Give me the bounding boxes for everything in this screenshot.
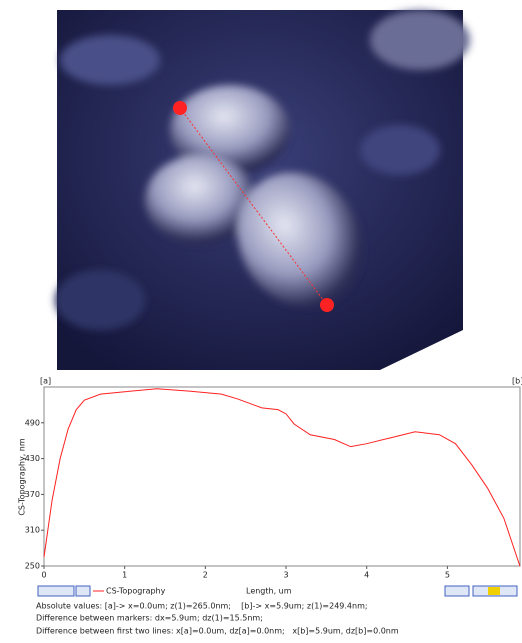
- y-axis-label: CS-Topography, nm: [18, 438, 27, 516]
- legend-label: CS-Topography: [106, 587, 166, 596]
- x-tick-label: 2: [203, 571, 208, 580]
- status-line: Difference between first two lines: x[a]…: [36, 627, 399, 636]
- y-tick-label: 250: [25, 562, 40, 571]
- x-axis-label: Length, um: [246, 587, 292, 596]
- nav-buttons[interactable]: [38, 586, 74, 596]
- marker-label: [b]: [512, 377, 522, 386]
- button[interactable]: [445, 586, 469, 596]
- y-tick-label: 430: [25, 454, 40, 463]
- y-tick-label: 490: [25, 418, 40, 427]
- slider[interactable]: [488, 587, 500, 595]
- y-tick-label: 310: [25, 526, 40, 535]
- x-tick-label: 4: [364, 571, 369, 580]
- status-line: Difference between markers: dx=5.9um; dz…: [36, 614, 263, 623]
- x-tick-label: 0: [41, 571, 46, 580]
- y-tick-label: 370: [25, 490, 40, 499]
- topography-image: [55, 10, 470, 370]
- x-tick-label: 3: [283, 571, 288, 580]
- plot-area: [44, 387, 520, 566]
- marker-label: [a]: [40, 377, 51, 386]
- x-tick-label: 1: [122, 571, 127, 580]
- x-tick-label: 5: [445, 571, 450, 580]
- button[interactable]: [76, 586, 90, 596]
- status-line: Absolute values: [a]-> x=0.0um; z(1)=265…: [36, 602, 368, 611]
